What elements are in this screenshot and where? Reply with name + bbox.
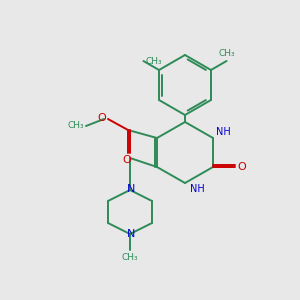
Text: CH₃: CH₃ (122, 253, 138, 262)
Text: N: N (127, 229, 135, 239)
Text: CH₃: CH₃ (218, 50, 235, 58)
Text: CH₃: CH₃ (145, 56, 162, 65)
Text: O: O (123, 155, 131, 165)
Text: NH: NH (190, 184, 204, 194)
Text: N: N (127, 184, 135, 194)
Text: CH₃: CH₃ (68, 122, 84, 130)
Text: NH: NH (216, 127, 230, 137)
Text: O: O (238, 162, 246, 172)
Text: O: O (98, 113, 106, 123)
